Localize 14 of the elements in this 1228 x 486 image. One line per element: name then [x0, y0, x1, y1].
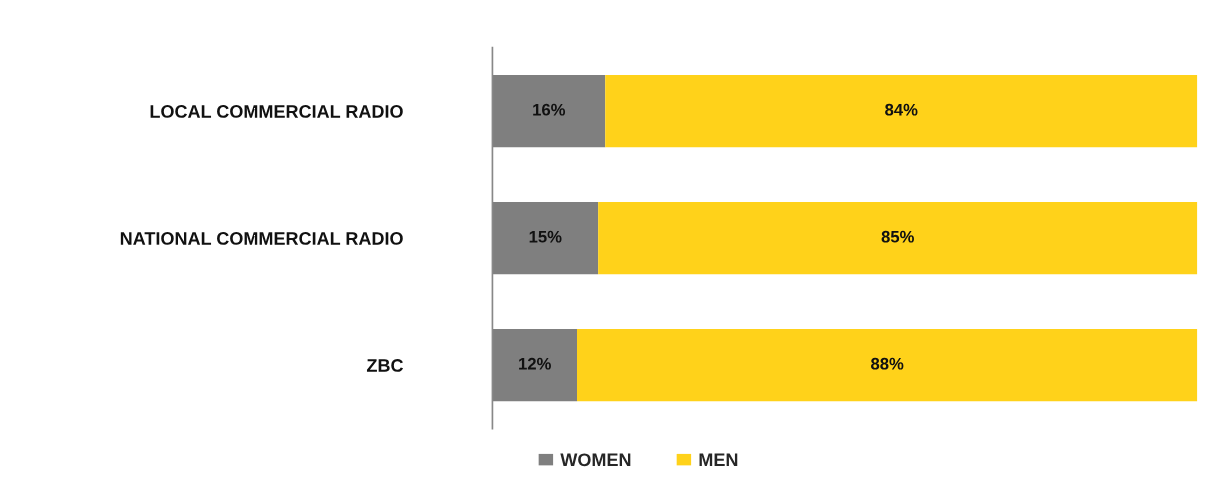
data-label: 88%	[871, 357, 904, 370]
bar	[605, 74, 1198, 148]
y-tick-label: ZBC	[366, 359, 404, 372]
data-label: 15%	[529, 230, 562, 243]
y-tick-label: NATIONAL COMMERCIAL RADIO	[120, 232, 403, 245]
data-label: 16%	[533, 103, 566, 116]
legend-label: MEN	[699, 453, 738, 466]
bar	[598, 201, 1198, 275]
data-label: 84%	[885, 103, 918, 116]
legend-label: WOMEN	[560, 453, 631, 467]
data-label: 85%	[881, 230, 914, 243]
bar	[577, 328, 1198, 402]
y-tick-label: LOCAL COMMERCIAL RADIO	[150, 105, 403, 118]
data-label: 12%	[519, 357, 551, 370]
